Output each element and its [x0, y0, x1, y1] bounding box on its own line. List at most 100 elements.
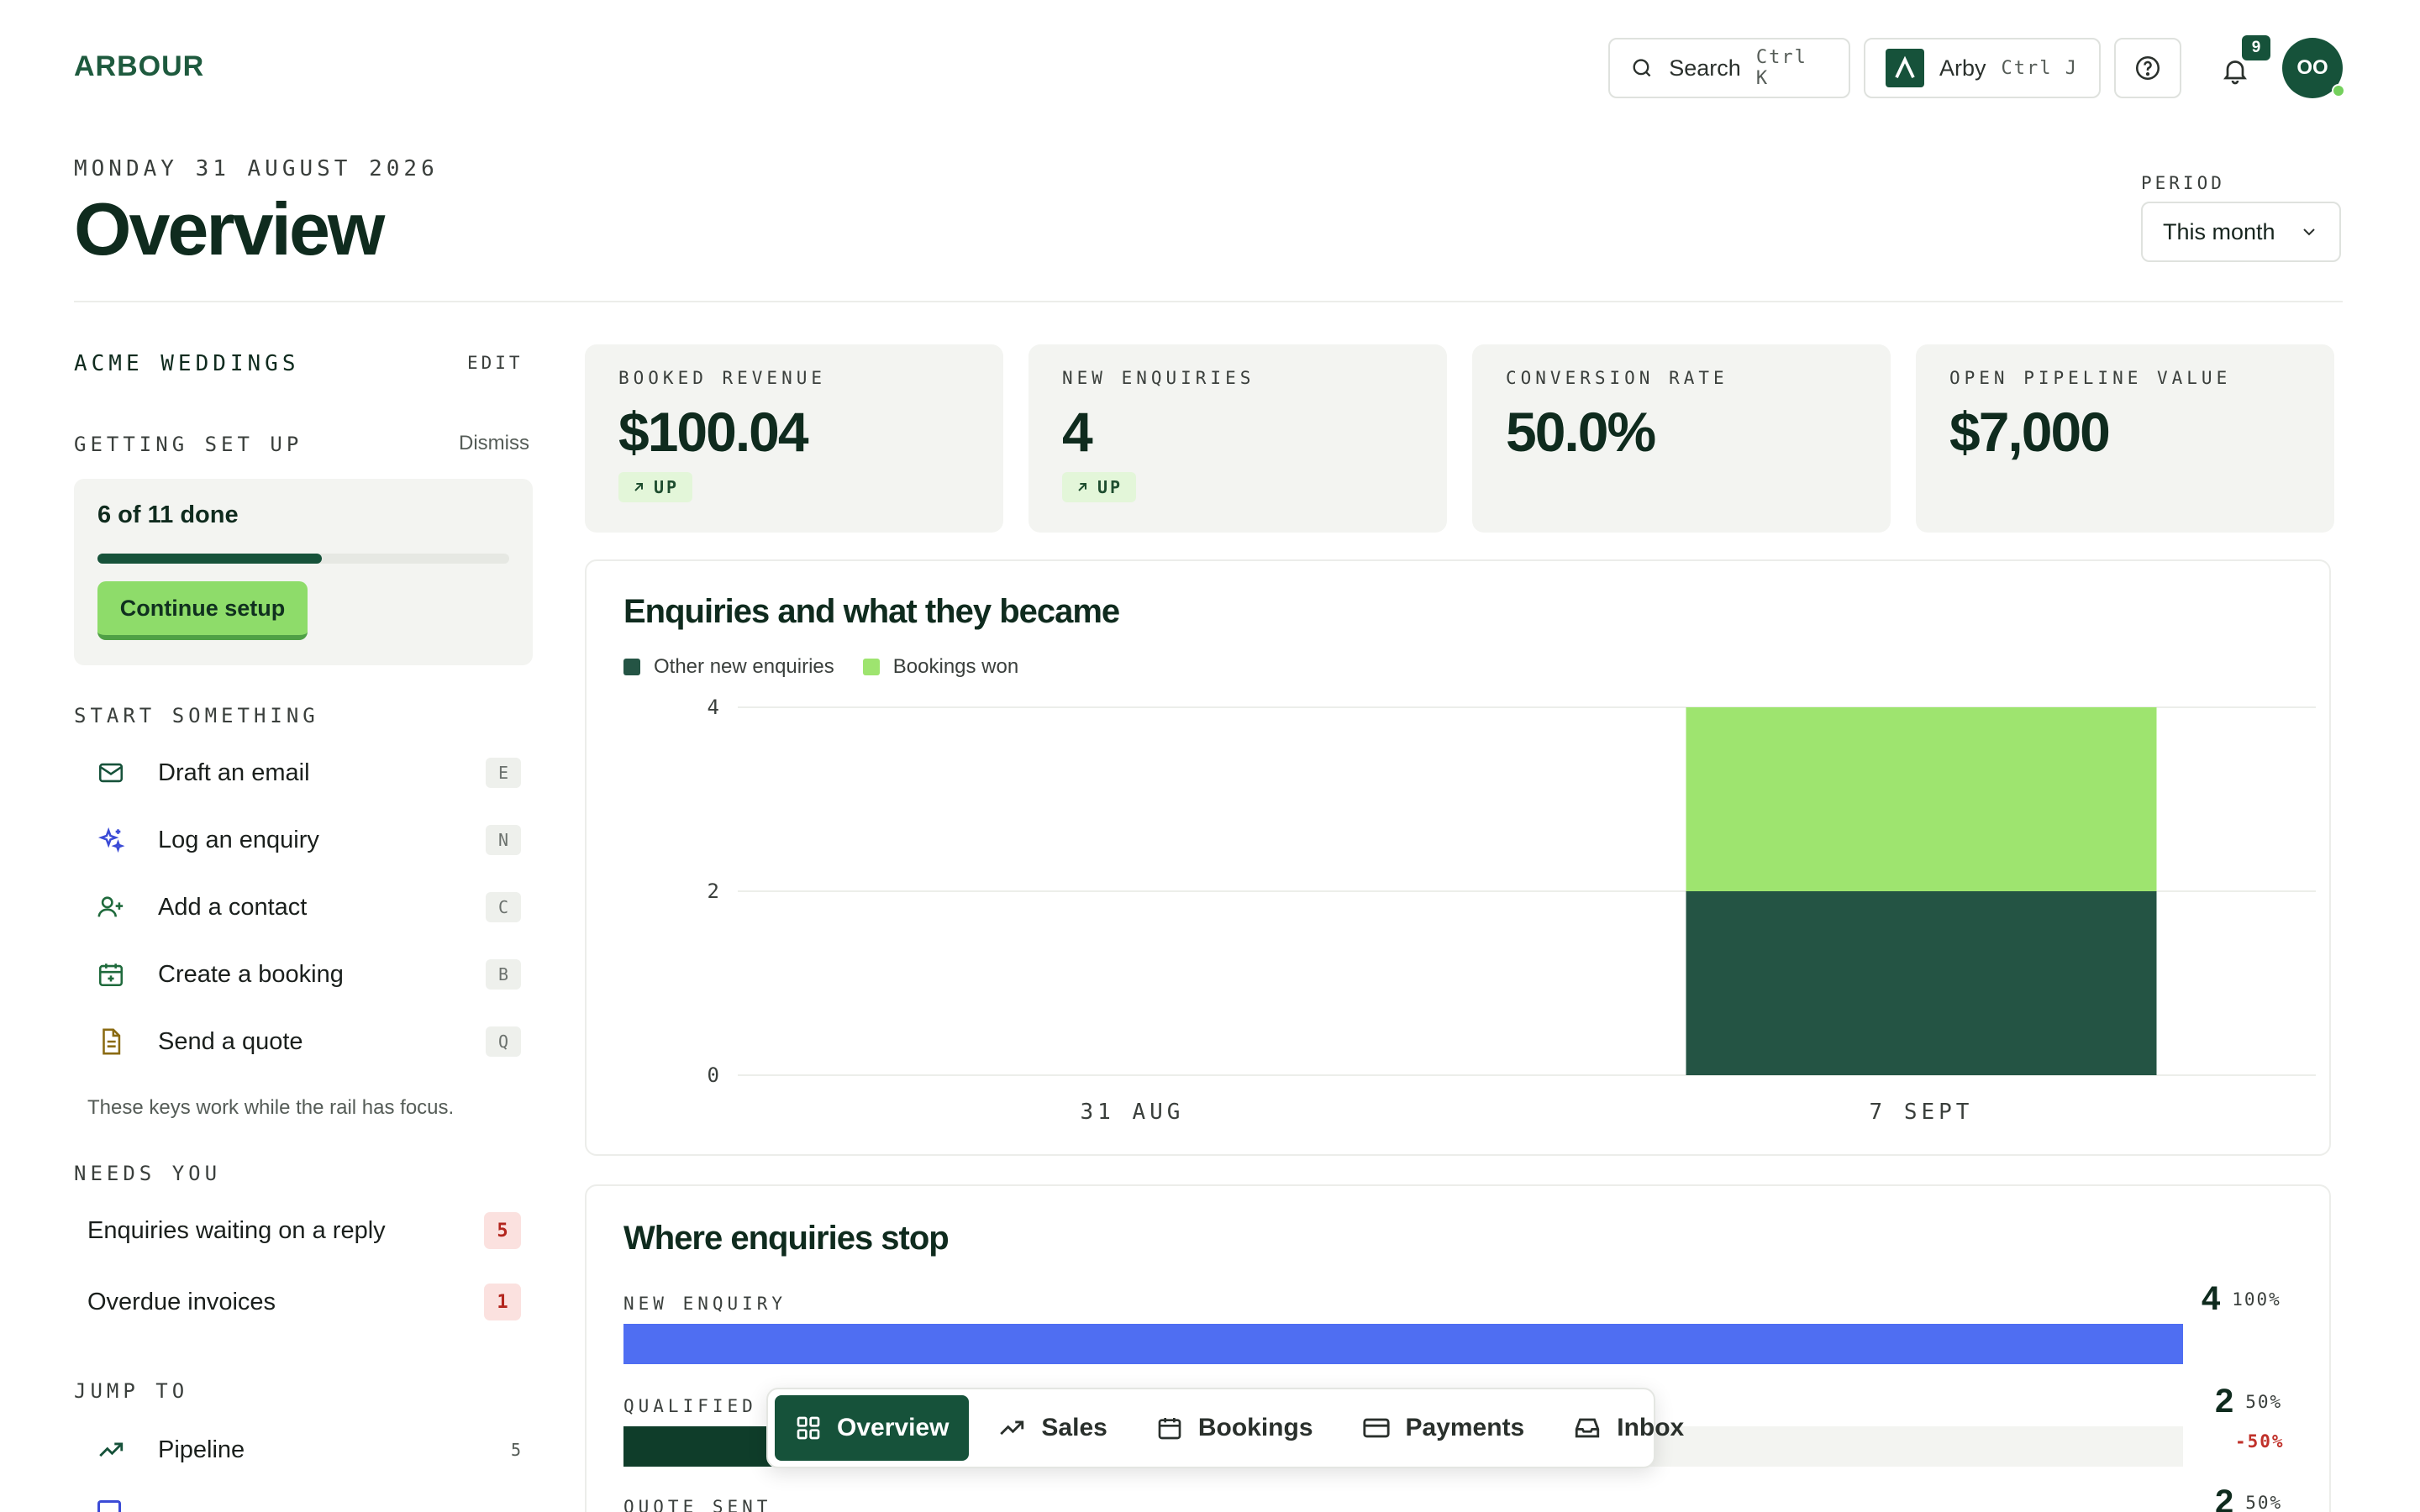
- help-circle-icon: [2135, 55, 2160, 81]
- assistant-button[interactable]: Arby Ctrl J: [1864, 38, 2101, 98]
- stage-count: 4: [2202, 1280, 2221, 1317]
- nav-label: Overview: [837, 1414, 950, 1441]
- grid-icon: [797, 1416, 820, 1440]
- stage-count: 2: [2215, 1383, 2234, 1420]
- dismiss-setup-button[interactable]: Dismiss: [459, 432, 529, 454]
- nav-sales[interactable]: Sales: [977, 1395, 1127, 1461]
- inbox-icon: [1576, 1418, 1600, 1438]
- kpi-label: BOOKED REVENUE: [618, 368, 827, 388]
- jump-label: Pipeline: [158, 1436, 245, 1463]
- bottom-nav: Overview Sales Bookings Payments Inbox: [766, 1388, 1684, 1468]
- action-label: Draft an email: [158, 759, 310, 786]
- bar-segment: [1686, 707, 2157, 891]
- kpi-value: 50.0%: [1506, 401, 1656, 463]
- shortcut-key: E: [486, 758, 521, 788]
- stage-bar: [623, 1324, 2183, 1364]
- legend-swatch-other: [623, 659, 640, 675]
- kpi-label: NEW ENQUIRIES: [1062, 368, 1255, 388]
- nav-payments[interactable]: Payments: [1342, 1395, 1545, 1461]
- nav-bookings[interactable]: Bookings: [1136, 1395, 1334, 1461]
- help-button[interactable]: [2114, 38, 2181, 98]
- kpi-booked-revenue: BOOKED REVENUE $100.04 UP: [585, 344, 1003, 533]
- arby-logo-icon: [1886, 49, 1924, 87]
- stage-percent: 50%: [2245, 1492, 2283, 1512]
- bell-icon: [2223, 60, 2247, 85]
- mail-icon: [87, 759, 134, 787]
- user-plus-icon: [87, 893, 134, 921]
- continue-setup-button[interactable]: Continue setup: [97, 581, 308, 640]
- search-label: Search: [1669, 55, 1741, 81]
- action-label: Log an enquiry: [158, 826, 319, 853]
- trending-up-icon: [1000, 1420, 1024, 1436]
- credit-card-icon: [1362, 1418, 1390, 1438]
- trend-label: UP: [1097, 477, 1123, 497]
- kpi-label: CONVERSION RATE: [1506, 368, 1728, 388]
- needs-label: Enquiries waiting on a reply: [87, 1216, 386, 1244]
- funnel-title: Where enquiries stop: [623, 1220, 950, 1257]
- start-heading: START SOMETHING: [74, 704, 319, 727]
- legend-swatch-won: [862, 659, 880, 675]
- kpi-value: 4: [1062, 401, 1093, 463]
- header-divider: [74, 301, 2343, 302]
- stage-label: NEW ENQUIRY: [623, 1294, 787, 1314]
- shortcut-hint: These keys work while the rail has focus…: [87, 1096, 455, 1119]
- action-create-booking[interactable]: Create a booking B: [87, 949, 521, 1000]
- trend-badge: UP: [1062, 472, 1137, 502]
- notifications-badge: 9: [2242, 35, 2270, 60]
- chart-legend: Other new enquiries Bookings won: [623, 655, 1018, 679]
- x-tick-label: 31 AUG: [1081, 1100, 1185, 1125]
- y-tick-label: 4: [708, 696, 719, 719]
- stage-stats: 2 50%: [2215, 1383, 2282, 1420]
- jump-count: 5: [510, 1440, 521, 1460]
- trend-badge: UP: [618, 472, 693, 502]
- trending-up-icon: [87, 1436, 134, 1464]
- stage-count: 2: [2215, 1483, 2234, 1512]
- online-status-dot: [2332, 84, 2345, 97]
- period-select[interactable]: This month: [2141, 202, 2341, 262]
- account-name: ACME WEDDINGS: [74, 351, 300, 376]
- nav-label: Inbox: [1617, 1414, 1685, 1441]
- period-value: This month: [2163, 218, 2275, 244]
- assistant-shortcut: Ctrl J: [2001, 57, 2079, 79]
- action-add-contact[interactable]: Add a contact C: [87, 882, 521, 932]
- needs-heading: NEEDS YOU: [74, 1162, 222, 1185]
- nav-overview[interactable]: Overview: [775, 1395, 970, 1461]
- x-tick-label: 7 SEPT: [1870, 1100, 1974, 1125]
- action-label: Create a booking: [158, 960, 344, 988]
- kpi-label: OPEN PIPELINE VALUE: [1949, 368, 2232, 388]
- chart-title: Enquiries and what they became: [623, 593, 1120, 630]
- y-tick-label: 2: [708, 879, 719, 903]
- search-button[interactable]: Search Ctrl K: [1608, 38, 1850, 98]
- stage-label: QUOTE SENT: [623, 1497, 772, 1512]
- jump-item-pipeline[interactable]: Pipeline 5: [87, 1425, 521, 1475]
- setup-progress-bar: [97, 554, 509, 564]
- nav-inbox[interactable]: Inbox: [1553, 1395, 1704, 1461]
- nav-label: Bookings: [1197, 1414, 1313, 1441]
- needs-label: Overdue invoices: [87, 1288, 276, 1315]
- action-draft-email[interactable]: Draft an email E: [87, 748, 521, 798]
- stage-label: QUALIFIED: [623, 1396, 757, 1416]
- stage-percent: 50%: [2245, 1391, 2283, 1412]
- action-label: Send a quote: [158, 1027, 303, 1055]
- arrow-up-right-icon: [1078, 483, 1086, 491]
- search-shortcut: Ctrl K: [1755, 47, 1807, 89]
- setup-progress-text: 6 of 11 done: [97, 501, 239, 528]
- inbox-icon: [97, 1500, 121, 1512]
- calendar-plus-icon: [87, 960, 134, 989]
- y-tick-label: 0: [708, 1063, 719, 1087]
- brand-logo[interactable]: ARBOUR: [74, 50, 205, 82]
- edit-account-button[interactable]: EDIT: [467, 353, 523, 373]
- jump-heading: JUMP TO: [74, 1379, 189, 1403]
- notifications-button[interactable]: [2215, 50, 2255, 91]
- needs-item-invoices[interactable]: Overdue invoices 1: [87, 1277, 521, 1327]
- action-send-quote[interactable]: Send a quote Q: [87, 1016, 521, 1067]
- count-badge: 1: [484, 1284, 521, 1320]
- needs-item-enquiries[interactable]: Enquiries waiting on a reply 5: [87, 1205, 521, 1256]
- action-log-enquiry[interactable]: Log an enquiry N: [87, 815, 521, 865]
- action-label: Add a contact: [158, 893, 308, 921]
- kpi-open-pipeline: OPEN PIPELINE VALUE $7,000: [1916, 344, 2334, 533]
- stage-stats: 4 100%: [2202, 1280, 2281, 1318]
- nav-label: Sales: [1041, 1414, 1107, 1441]
- trend-label: UP: [654, 477, 680, 497]
- count-badge: 5: [484, 1212, 521, 1249]
